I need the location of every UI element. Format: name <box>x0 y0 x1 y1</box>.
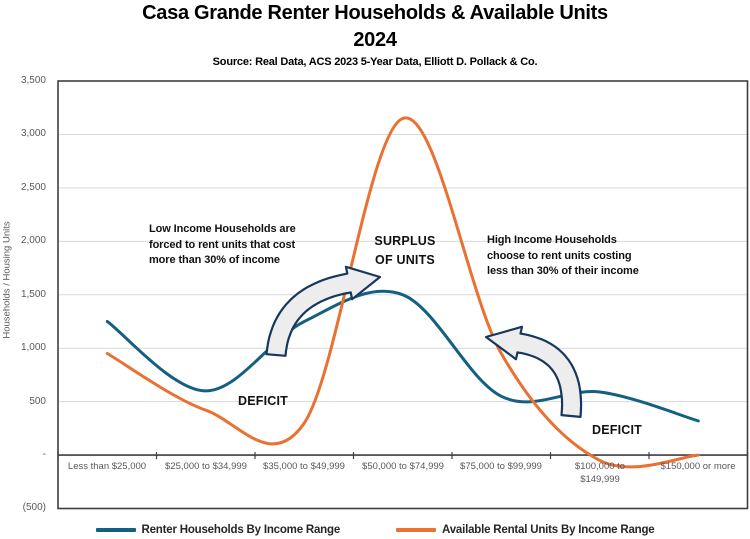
annotation-surplus-line2: OF UNITS <box>375 253 435 267</box>
annotation-low-income: Low Income Households are forced to rent… <box>149 222 296 269</box>
legend-label-available-units: Available Rental Units By Income Range <box>442 524 655 536</box>
y-tick-1500: 1,500 <box>20 289 46 300</box>
x-label-3: $35,000 to $49,999 <box>263 461 345 472</box>
legend-label-renter-households: Renter Households By Income Range <box>141 524 341 536</box>
x-label-1: Less than $25,000 <box>67 461 147 472</box>
y-tick-500: 500 <box>29 396 46 407</box>
x-label-4: $50,000 to $74,999 <box>362 461 444 472</box>
x-label-2: $25,000 to $34,999 <box>165 461 247 472</box>
chart-source-line: Source: Real Data, ACS 2023 5-Year Data,… <box>212 56 538 68</box>
deficit-label-right: DEFICIT <box>592 423 643 437</box>
x-label-6: $100,000 to $149,999 <box>574 461 626 485</box>
y-tick-neg500: (500) <box>22 502 46 513</box>
plot-border <box>57 80 749 510</box>
annotation-low-income-line1: Low Income Households are <box>149 223 296 235</box>
y-tick-2000: 2,000 <box>20 235 46 246</box>
annotation-surplus: SURPLUS OF UNITS <box>355 232 455 270</box>
y-tick-0: - <box>42 449 46 460</box>
annotation-low-income-line3: more than 30% of income <box>149 254 280 266</box>
legend: Renter Households By Income Range Availa… <box>0 524 750 536</box>
annotation-high-income: High Income Households choose to rent un… <box>487 233 639 280</box>
y-tick-3000: 3,000 <box>20 128 46 139</box>
chart-title-line2: 2024 <box>353 29 397 51</box>
legend-swatch-renter-households <box>95 528 136 532</box>
annotation-high-income-line3: less than 30% of their income <box>487 265 639 277</box>
renter-households-line <box>105 289 700 423</box>
x-label-7: $150,000 or more <box>660 461 736 472</box>
surplus-flow-arrow-icon <box>265 265 382 357</box>
available-units-line <box>105 116 700 469</box>
y-tick-1000: 1,000 <box>20 342 46 353</box>
legend-item-available-units: Available Rental Units By Income Range <box>396 524 655 536</box>
annotation-high-income-line2: choose to rent units costing <box>487 249 632 262</box>
annotation-surplus-line1: SURPLUS <box>374 234 436 248</box>
x-label-5: $75,000 to $99,999 <box>460 461 542 472</box>
chart-title-line1: Casa Grande Renter Households & Availabl… <box>142 2 608 24</box>
legend-swatch-available-units <box>396 528 437 532</box>
y-tick-2500: 2,500 <box>20 182 46 193</box>
annotation-high-income-line1: High Income Households <box>487 234 617 246</box>
annotation-low-income-line2: forced to rent units that cost <box>149 238 296 251</box>
y-tick-3500: 3,500 <box>20 75 46 86</box>
deficit-flow-arrow-icon <box>484 325 583 418</box>
deficit-label-left: DEFICIT <box>238 394 289 408</box>
legend-item-renter-households: Renter Households By Income Range <box>95 524 341 536</box>
